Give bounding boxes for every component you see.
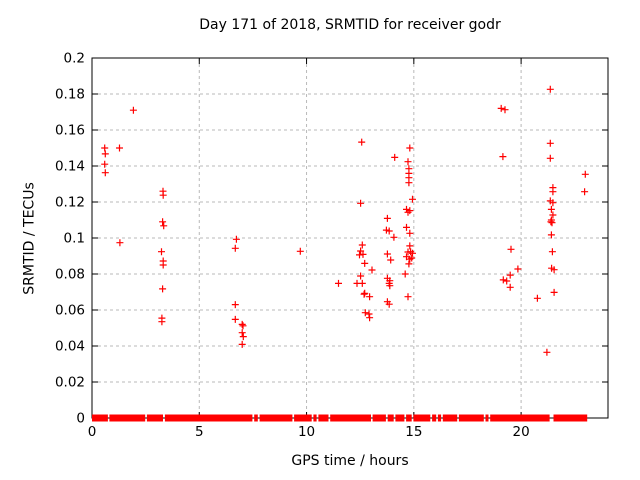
zero-band-segment — [313, 414, 317, 422]
zero-band-segment — [330, 414, 371, 422]
zero-band-segment — [372, 414, 386, 422]
y-tick-label: 0.02 — [55, 375, 85, 391]
data-points — [101, 85, 589, 356]
y-tick-label: 0.04 — [55, 339, 85, 355]
zero-band-segment — [164, 414, 253, 422]
zero-band-segment — [437, 414, 442, 422]
zero-band-segment — [406, 414, 412, 422]
x-tick-label: 0 — [88, 424, 97, 440]
zero-band-segment — [259, 414, 293, 422]
x-tick-label: 15 — [405, 424, 422, 440]
x-axis-title: GPS time / hours — [291, 453, 409, 469]
y-tick-label: 0.06 — [55, 303, 85, 319]
zero-band-segment — [294, 414, 312, 422]
y-tick-label: 0.16 — [55, 123, 85, 139]
y-tick-label: 0.14 — [55, 159, 85, 175]
chart-title: Day 171 of 2018, SRMTID for receiver god… — [199, 17, 501, 33]
zero-band-segment — [490, 414, 550, 422]
y-tick-label: 0.18 — [55, 87, 85, 103]
zero-band-segment — [458, 414, 484, 422]
zero-band-segment — [553, 414, 588, 422]
zero-band-segment — [109, 414, 146, 422]
x-tick-label: 5 — [195, 424, 204, 440]
y-tick-label: 0.12 — [55, 195, 85, 211]
x-tick-label: 20 — [513, 424, 530, 440]
zero-band-segment — [432, 414, 437, 422]
zero-band-segment — [413, 414, 431, 422]
zero-band-segment — [387, 414, 394, 422]
zero-band-segment — [254, 414, 258, 422]
y-tick-label: 0 — [76, 411, 85, 427]
zero-band-segment — [395, 414, 405, 422]
zero-band-segment — [146, 414, 163, 422]
zero-band-segment — [442, 414, 458, 422]
zero-band-segment — [318, 414, 329, 422]
y-tick-label: 0.08 — [55, 267, 85, 283]
y-tick-label: 0.1 — [64, 231, 85, 247]
y-tick-label: 0.2 — [64, 51, 85, 67]
zero-band-segment — [92, 414, 108, 422]
zero-band-segment — [485, 414, 489, 422]
x-tick-label: 10 — [298, 424, 315, 440]
